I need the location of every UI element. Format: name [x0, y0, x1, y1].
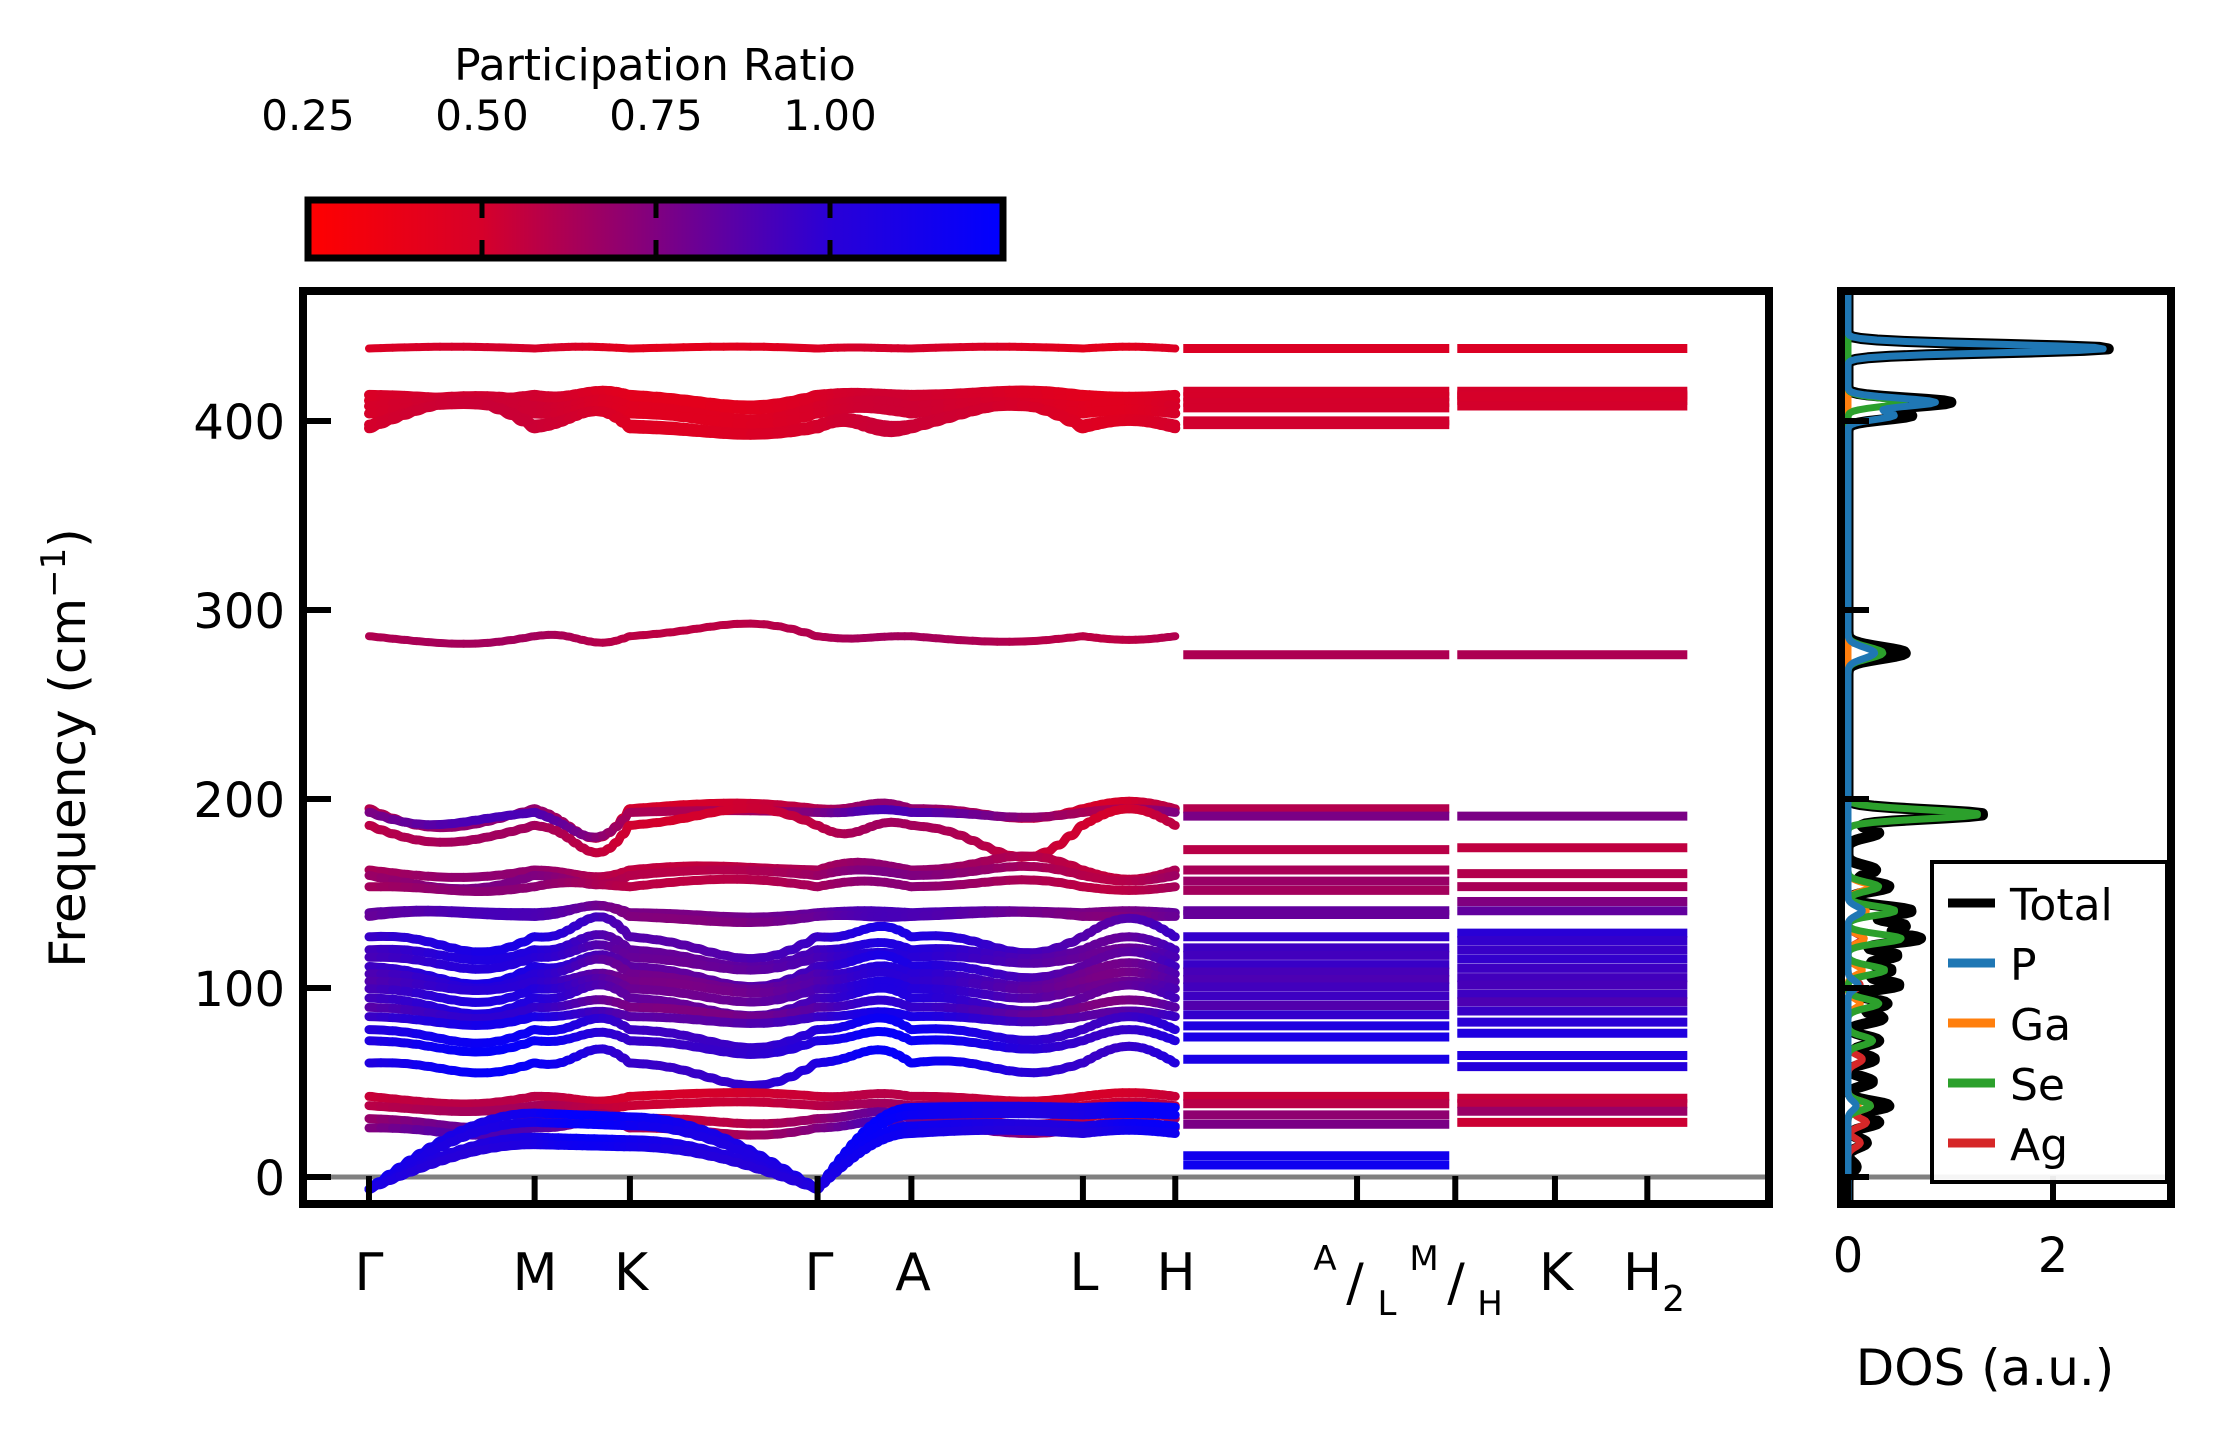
band-segment	[1164, 807, 1180, 817]
dos-panel: 0 2 DOS (a.u.) Total P Ga Se	[1833, 287, 2175, 1397]
colorbar-tick-label-0: 0.25	[261, 91, 355, 140]
colorbar-tick-label-2: 0.75	[609, 91, 703, 140]
legend-label-se: Se	[2010, 1060, 2065, 1111]
x-tick-label-A-over-L: A / L	[1313, 1239, 1396, 1324]
x-tick-label-M-over-H: M / H	[1409, 1239, 1502, 1324]
band-segment	[1164, 865, 1180, 877]
y-tick-label-100: 100	[193, 962, 285, 1018]
band-curves	[364, 342, 1688, 1194]
band-segment	[1163, 407, 1181, 419]
band-segment	[1165, 1128, 1180, 1138]
band-axes-frame	[299, 287, 1773, 1208]
svg-text:/: /	[1346, 1253, 1364, 1313]
band-segment	[1164, 966, 1180, 979]
svg-text:/: /	[1447, 1253, 1465, 1313]
dos-curves	[1842, 291, 2114, 1204]
dos-legend-entry-ga[interactable]: Ga	[1948, 1000, 2071, 1051]
dos-x-tick-label-0: 0	[1833, 1228, 1864, 1284]
y-tick-labels: 0 100 200 300 400	[193, 395, 285, 1207]
band-segment	[1164, 871, 1180, 882]
dos-axes-frame	[1837, 287, 2175, 1208]
band-segment	[1163, 421, 1181, 434]
band-segment	[1164, 928, 1180, 942]
y-tick-label-200: 200	[193, 773, 285, 829]
band-segment	[1164, 1033, 1180, 1046]
band-segment	[1163, 400, 1181, 412]
dos-legend-entry-se[interactable]: Se	[1948, 1060, 2065, 1111]
band-segment	[1164, 974, 1180, 986]
band-segment	[1164, 882, 1180, 892]
band-segment	[1164, 632, 1180, 641]
y-tick-label-400: 400	[193, 395, 285, 451]
dos-legend-entry-total[interactable]: Total	[1948, 880, 2113, 931]
colorbar-tick-label-1: 0.50	[435, 91, 529, 140]
y-axis-label: Frequency (cm−1)	[34, 528, 97, 968]
x-tick-label-H2: H2	[1623, 1243, 1685, 1320]
x-tick-labels: Γ M K Γ A L H K H2 A / L M / H	[355, 1239, 1686, 1324]
band-segment	[1164, 1001, 1180, 1012]
x-tick-label-H: H	[1156, 1243, 1195, 1303]
dos-x-tick-label-2: 2	[2038, 1228, 2069, 1284]
x-tick-label-A: A	[895, 1243, 931, 1303]
y-tick-label-0: 0	[254, 1151, 285, 1207]
x-ticks	[365, 1176, 1651, 1204]
band-segment	[1164, 990, 1180, 1003]
dos-x-axis-label: DOS (a.u.)	[1856, 1339, 2115, 1397]
band-segment	[1164, 982, 1180, 994]
y-axis-label-group: Frequency (cm−1)	[34, 528, 97, 968]
dos-x-tick-labels: 0 2	[1833, 1228, 2069, 1284]
x-tick-label-K2: K	[1539, 1243, 1575, 1303]
band-segment	[1164, 942, 1180, 955]
legend-label-ga: Ga	[2010, 1000, 2071, 1051]
band-segment	[1164, 1022, 1180, 1035]
dos-curve	[1844, 291, 2107, 1204]
band-segment	[1164, 1091, 1180, 1101]
y-tick-label-300: 300	[193, 584, 285, 640]
x-tick-label-gamma2: Γ	[805, 1243, 834, 1303]
colorbar-group: Participation Ratio 0.25 0.50 0.75 1.00	[261, 40, 1007, 262]
x-tick-label-M: M	[513, 1243, 558, 1303]
x-tick-label-K1: K	[614, 1243, 650, 1303]
dos-legend-entry-ag[interactable]: Ag	[1948, 1120, 2068, 1171]
band-segment	[1164, 958, 1180, 971]
svg-text:H: H	[1477, 1284, 1503, 1324]
y-ticks	[303, 418, 331, 1180]
svg-text:L: L	[1378, 1284, 1397, 1324]
dos-legend: Total P Ga Se Ag	[1930, 860, 2169, 1184]
colorbar-tick-label-3: 1.00	[783, 91, 877, 140]
colorbar-title: Participation Ratio	[454, 40, 856, 91]
band-segment	[1164, 1054, 1180, 1068]
svg-text:A: A	[1313, 1239, 1336, 1279]
band-structure-panel: 0 100 200 300 400 Γ M K Γ A L H K H2 A /…	[193, 287, 1773, 1324]
x-tick-label-gamma1: Γ	[355, 1243, 384, 1303]
x-tick-label-L: L	[1070, 1243, 1099, 1303]
colorbar-ticks	[479, 200, 833, 258]
band-segment	[1165, 1121, 1180, 1131]
dos-legend-entry-p[interactable]: P	[1948, 940, 2037, 991]
band-segment	[1164, 817, 1180, 830]
legend-label-total: Total	[2009, 880, 2113, 931]
svg-text:M: M	[1409, 1239, 1438, 1279]
band-segment	[1164, 1010, 1180, 1022]
legend-label-ag: Ag	[2010, 1120, 2068, 1171]
legend-label-p: P	[2010, 940, 2037, 991]
band-segment	[1164, 950, 1180, 962]
